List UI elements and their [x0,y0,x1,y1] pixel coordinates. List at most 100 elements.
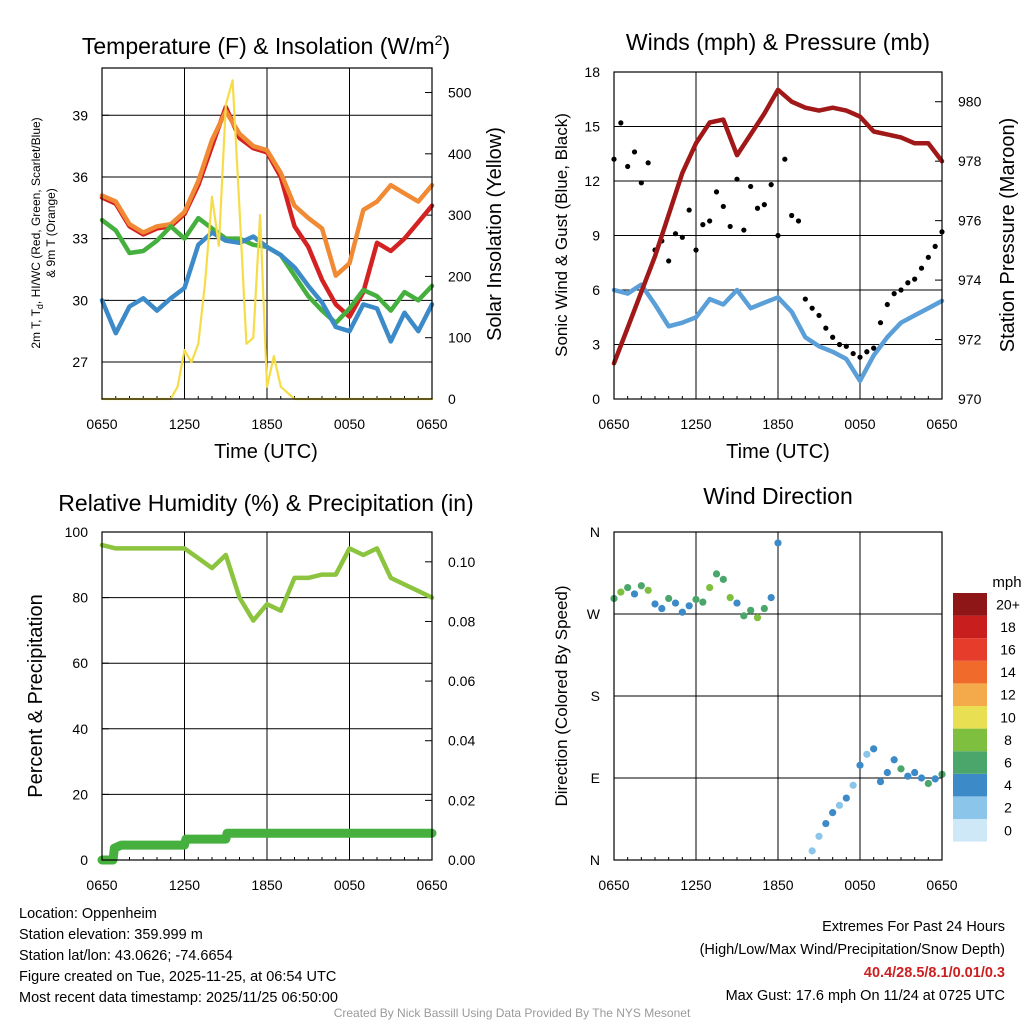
temperature-y2tick-label: 400 [448,146,472,162]
temperature-title: Temperature (F) & Insolation (W/m2) [82,32,450,59]
temperature-frame [101,67,433,400]
station-elevation: Station elevation: 359.999 m [19,927,203,943]
direction-wind-direction-point [767,594,775,602]
direction-wind-direction-point [699,598,707,606]
winds-gust-point [741,227,747,233]
direction-wind-direction-point [706,583,714,592]
extremes-info: Extremes For Past 24 Hours (High/Low/Max… [700,916,1005,1008]
direction-wind-direction-point [924,779,932,788]
humidity-ytick-label: 0 [80,852,88,868]
winds-gust-point [720,203,726,210]
humidity-xtick-label: 0650 [86,877,117,893]
winds-ytick-label: 6 [592,282,600,298]
winds-gust-point [816,312,822,319]
winds-gust-point [898,287,904,293]
winds-gust-point [884,301,890,308]
humidity-xtick-label: 0650 [416,877,447,893]
humidity-ytick-label: 100 [65,524,89,540]
winds-gust-point [836,341,843,348]
humidity-y2tick-label: 0.04 [448,733,475,749]
winds-xtick-label: 0650 [926,416,957,432]
direction-wind-direction-point [665,594,673,603]
humidity-y2tick-label: 0.02 [448,792,475,808]
direction-wind-direction-point [842,794,850,802]
winds-gust-point [748,183,754,190]
temperature-xtick-label: 0650 [416,416,447,432]
winds-ytick-label: 15 [584,119,600,135]
winds-gust-point [754,205,761,211]
direction-wind-direction-point [890,756,898,764]
winds-gust-point [727,223,733,230]
winds-gust-point [713,189,720,195]
humidity-plot: 0650 1250 1850 0050 0650 0 20 40 60 80 100 0.00 0.02… [65,524,476,893]
winds-xtick-label: 0050 [844,416,875,432]
direction-ytick-label: S [591,688,600,704]
temperature-ytick-label: 27 [72,354,88,370]
humidity-ytick-label: 80 [72,590,88,606]
temperature-ylabel-right: Solar Insolation (Yellow) [484,127,506,341]
direction-wind-direction-point [911,768,919,777]
direction-xtick-label: 0650 [598,877,629,893]
colorbar-label: 16 [1000,642,1016,658]
direction-wind-direction-point [658,604,666,613]
temperature-ylabel-left-1: 2m T, Td, HI/WC (Red, Green, Scarlet/Blu… [29,117,45,348]
credit-line: Created By Nick Bassill Using Data Provi… [333,1006,691,1020]
winds-y2tick-label: 970 [958,391,982,407]
direction-wind-direction-point [637,582,645,590]
direction-xtick-label: 0050 [844,877,875,893]
winds-gust-point [809,305,815,311]
winds-y2tick-label: 980 [958,94,982,110]
temperature-y2tick-label: 100 [448,330,472,346]
temperature-ytick-label: 39 [72,107,88,123]
winds-frame [613,71,943,400]
direction-ylabel-left: Direction (Colored By Speed) [552,585,571,806]
colorbar-swatch [953,751,987,774]
colorbar-swatch [953,615,987,639]
station-latlon: Station lat/lon: 43.0626; -74.6654 [19,948,233,964]
direction-wind-direction-point [849,781,857,789]
colorbar-swatch [953,773,987,797]
colorbar-label: 4 [1004,777,1012,793]
humidity-ytick-label: 20 [72,786,88,802]
winds-ytick-label: 3 [592,337,600,353]
winds-gust-point [795,218,802,224]
winds-gust-point [857,354,863,360]
direction-xtick-label: 1850 [762,877,793,893]
chart-layer: 0650 1250 1850 0050 065027303336390100200300… [65,64,982,893]
direction-wind-direction-point [870,745,878,753]
winds-gust-point [645,160,651,166]
humidity-y2tick-label: 0.00 [448,852,475,868]
temperature-xtick-label: 1850 [251,416,282,432]
winds-gust-point [666,258,672,264]
extremes-fields: (High/Low/Max Wind/Precipitation/Snow De… [699,942,1005,958]
direction-wind-direction-point [644,586,652,594]
colorbar-swatch [953,796,987,819]
colorbar-label: 14 [1000,664,1016,680]
winds-xtick-label: 1250 [680,416,711,432]
direction-wind-direction-point [808,847,816,855]
colorbar-label: 18 [1000,619,1016,635]
direction-wind-direction-point [835,801,844,809]
humidity-panel: Relative Humidity (%) & Precipitation (i… [25,490,474,798]
winds-gust-point [631,149,638,155]
winds-gust-point [802,296,808,302]
winds-xtick-label: 0650 [598,416,629,432]
winds-ytick-label: 0 [592,391,600,407]
winds-gust-point [843,343,849,349]
temperature-y2tick-label: 200 [448,268,472,284]
colorbar-label: 8 [1004,732,1012,748]
direction-wind-direction-point [678,608,686,616]
station-location: Location: Oppenheim [19,906,157,922]
winds-y2tick-label: 978 [958,153,982,169]
winds-gust-point [679,234,685,240]
temperature-y2tick-label: 500 [448,85,472,101]
direction-wind-direction-point [685,602,693,610]
temperature-hi-wc-line [99,230,435,344]
winds-gust-point [891,291,897,297]
most-recent-data: Most recent data timestamp: 2025/11/25 0… [19,990,338,1006]
temperature-ytick-label: 36 [72,169,88,185]
direction-wind-direction-point [624,583,632,592]
winds-y2tick-label: 974 [958,272,982,288]
humidity-ytick-label: 40 [72,721,88,737]
